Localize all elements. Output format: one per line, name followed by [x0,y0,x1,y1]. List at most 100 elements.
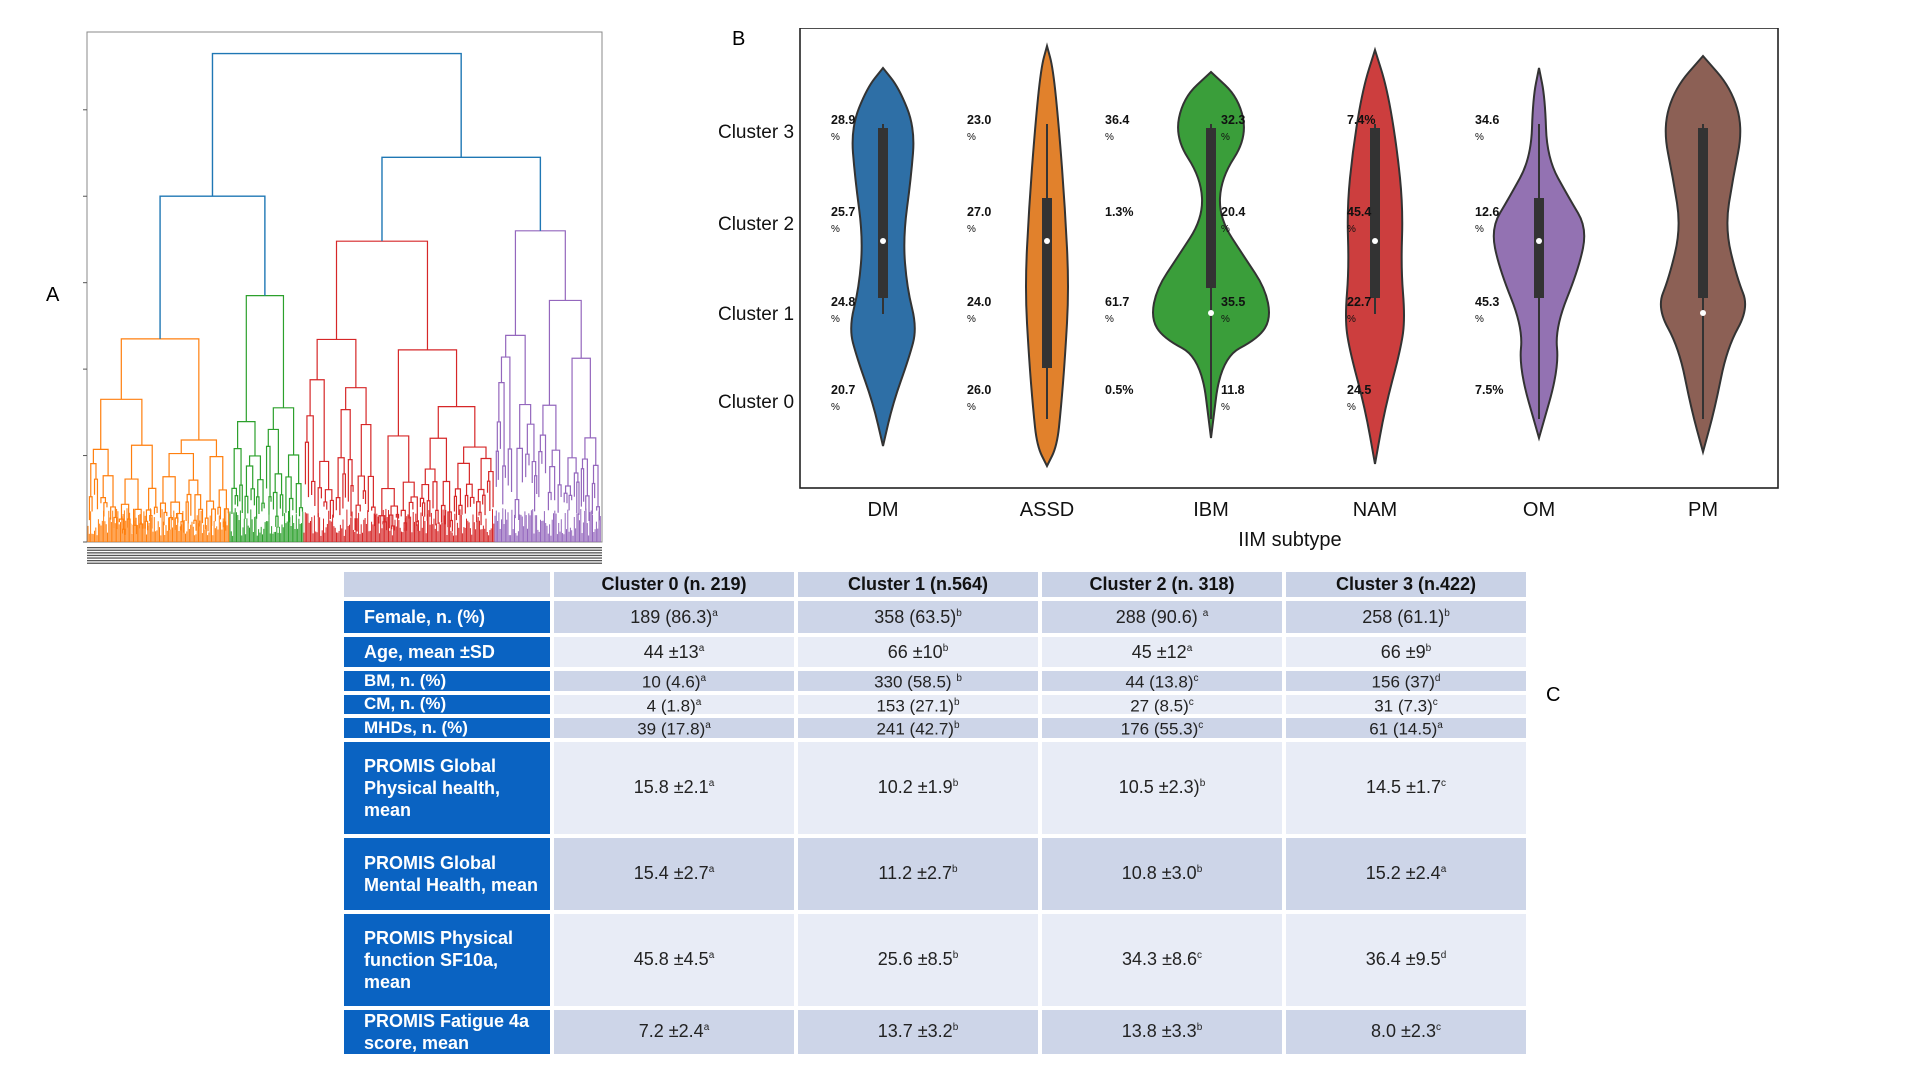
dendrogram-link [469,496,475,507]
dendrogram-link [239,484,243,514]
dendrogram-link [576,481,580,515]
dendrogram-link [100,497,107,504]
table-cell: 45 ±12a [1042,637,1282,667]
cell-superscript: a [1202,607,1209,619]
violin-iqr-box [1370,128,1380,298]
cell-value: 25.6 ±8.5 [877,949,953,970]
percent-label: 20.4 [1221,205,1245,219]
cell-superscript: c [1440,778,1446,790]
table-cell: 15.2 ±2.4a [1286,837,1526,910]
dendrogram-link [507,448,513,492]
dendrogram-link [591,482,596,515]
table-cell: 39 (17.8)a [554,718,794,738]
cell-value: 10 (4.6) [641,672,701,692]
violin-plot-frame [799,28,1779,489]
violin-median-dot [1536,238,1542,244]
row-label: BM, n. (%) [344,671,550,691]
cell-value: 15.8 ±2.1 [633,777,709,798]
dendrogram-link [581,458,588,496]
table-body: Female, n. (%) 189 (86.3)a 358 (63.5)b 288 … [344,601,1526,1054]
dendrogram-link [148,487,157,511]
cell-value: 14.5 ±1.7 [1366,777,1441,798]
dendrogram-link [342,473,347,509]
table-row: Female, n. (%) 189 (86.3)a 358 (63.5)b 288 … [344,601,1526,633]
cell-superscript: a [705,720,711,732]
dendrogram-link [317,487,322,518]
cell-value: 10.5 ±2.3) [1118,777,1200,798]
dendrogram-link [496,421,502,452]
table-row: CM, n. (%) 4 (1.8)a 153 (27.1)b 27 (8.5)c 31… [344,694,1526,716]
cell-value: 61 (14.5) [1369,719,1438,739]
dendrogram-link [304,441,310,498]
cell-superscript: b [942,642,949,654]
dendrogram-link [551,449,561,485]
percent-sign: % [831,132,840,143]
cell-superscript: c [1435,1022,1441,1034]
percent-label: 7.5% [1475,383,1504,397]
dendrogram-link [185,501,189,524]
cell-superscript: a [695,696,702,708]
violin-iqr-box [1042,198,1052,368]
dendrogram-link [592,464,599,507]
dendrogram-link [381,156,542,242]
dendrogram-link [345,387,367,425]
percent-sign: % [1221,224,1230,235]
dendrogram-link [323,501,328,510]
dendrogram-link [279,494,284,517]
percent-label: 24.5 [1347,383,1371,397]
table-cell: 25.6 ±8.5b [798,913,1038,1006]
dendrogram-link [159,502,167,518]
dendrogram-link [306,415,314,482]
dendrogram-link [103,502,108,517]
dendrogram-link [502,465,506,505]
cell-value: 27 (8.5) [1130,696,1189,716]
percent-sign: % [831,314,840,325]
dendrogram-link [250,488,255,506]
violin-median-dot [880,238,886,244]
percent-sign: % [1347,224,1356,235]
percent-sign: % [967,314,976,325]
dendrogram-link [309,379,325,462]
leaf-label-strip [87,547,602,549]
dendrogram-link [454,488,462,506]
violin-median-dot [1044,238,1050,244]
percent-label: 7.4% [1347,113,1376,127]
table-corner-cell [344,572,550,597]
dendrogram-link [564,485,571,496]
dendrogram-link [435,509,439,526]
leaf-label-strip [87,560,602,562]
percent-sign: % [1105,132,1114,143]
table-cell: 10.8 ±3.0b [1042,837,1282,910]
cell-superscript: d [1434,673,1441,684]
percent-label: 45.4 [1347,205,1371,219]
cell-superscript: a [1186,642,1193,654]
panel-label-c: C [1546,684,1561,706]
dendrogram-link [400,509,406,523]
cell-superscript: b [1196,864,1203,876]
table-cell: 15.8 ±2.1a [554,741,794,834]
dendrogram-link [362,490,367,504]
leaf-label-strip [87,562,602,564]
cell-superscript: d [1440,950,1447,962]
dendrogram-link [580,468,585,507]
dendrogram-link [335,497,341,516]
dendrogram-link [390,505,399,516]
cell-value: 36.4 ±9.5 [1365,949,1441,970]
violin-median-dot [1208,310,1214,316]
table-cell: 330 (58.5) b [798,671,1038,691]
percent-label: 34.6 [1475,113,1499,127]
percent-label: 11.8 [1221,383,1245,397]
dendrogram-link [350,485,354,517]
dendrogram-link [234,495,239,507]
percent-label: 12.6 [1475,205,1499,219]
cell-value: 156 (37) [1371,672,1435,692]
dendrogram-link [272,491,278,517]
dendrogram-link [163,511,168,526]
dendrogram-link [568,494,573,511]
table-row: PROMIS Physical function SF10a, mean 45.8… [344,913,1526,1006]
percent-label: 27.0 [967,205,991,219]
table-cell: 31 (7.3)c [1286,694,1526,715]
cell-value: 330 (58.5) [874,672,957,692]
column-header: Cluster 0 (n. 219) [554,572,794,597]
cell-superscript: c [1196,950,1202,962]
